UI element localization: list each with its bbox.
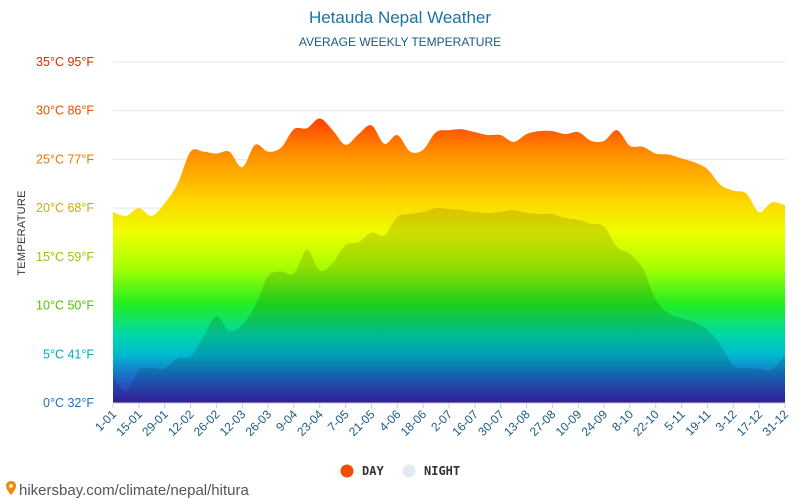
night-temperature-overlay [113, 208, 785, 403]
x-tick-label: 15-01 [113, 407, 145, 439]
legend: DAY NIGHT [340, 464, 461, 478]
x-tick-label: 29-01 [139, 407, 171, 439]
x-tick-label: 12-02 [165, 407, 197, 439]
y-tick-label: 25°C 77°F [36, 152, 94, 166]
x-axis-ticks: 1-0115-0129-0112-0226-0212-0326-039-0423… [92, 403, 791, 439]
y-tick-label: 10°C 50°F [36, 299, 94, 313]
y-tick-label: 30°C 86°F [36, 104, 94, 118]
x-tick-label: 21-05 [346, 407, 378, 439]
x-tick-label: 19-11 [683, 407, 714, 438]
y-tick-label: 35°C 95°F [36, 55, 94, 69]
watermark[interactable]: hikersbay.com/climate/nepal/hitura [6, 481, 249, 499]
x-tick-label: 13-08 [501, 407, 533, 439]
x-tick-label: 10-09 [553, 407, 585, 439]
watermark-url: hikersbay.com/climate/nepal/hitura [19, 482, 249, 499]
y-axis-ticks: 0°C 32°F 5°C 41°F 10°C 50°F 15°C 59°F 20°C 6… [36, 55, 94, 410]
legend-item-night[interactable]: NIGHT [402, 464, 461, 478]
x-tick-label: 26-03 [243, 407, 275, 439]
x-tick-label: 31-12 [760, 407, 792, 439]
x-tick-label: 26-02 [191, 407, 223, 439]
y-tick-label: 0°C 32°F [43, 396, 94, 410]
y-axis-label: TEMPERATURE [16, 190, 28, 276]
x-tick-label: 22-10 [630, 407, 662, 439]
x-tick-label: 23-04 [294, 407, 326, 439]
x-tick-label: 12-03 [217, 407, 249, 439]
day-temperature-area [113, 118, 785, 403]
chart-title: Hetauda Nepal Weather [309, 8, 491, 27]
legend-day-label: DAY [362, 464, 384, 478]
y-tick-label: 15°C 59°F [36, 250, 94, 264]
y-tick-label: 5°C 41°F [43, 347, 94, 361]
legend-day-marker [340, 464, 354, 478]
x-tick-label: 16-07 [449, 407, 481, 439]
legend-night-marker [402, 464, 416, 478]
x-tick-label: 18-06 [398, 407, 430, 439]
legend-night-label: NIGHT [424, 464, 460, 478]
x-tick-label: 27-08 [527, 407, 559, 439]
legend-item-day[interactable]: DAY [340, 464, 385, 478]
chart-subtitle: AVERAGE WEEKLY TEMPERATURE [299, 35, 501, 49]
x-tick-label: 17-12 [734, 407, 766, 439]
map-pin-icon [6, 481, 16, 495]
x-tick-label: 30-07 [475, 407, 507, 439]
x-tick-label: 24-09 [579, 407, 611, 439]
y-tick-label: 20°C 68°F [36, 201, 94, 215]
plot-area [113, 118, 785, 403]
